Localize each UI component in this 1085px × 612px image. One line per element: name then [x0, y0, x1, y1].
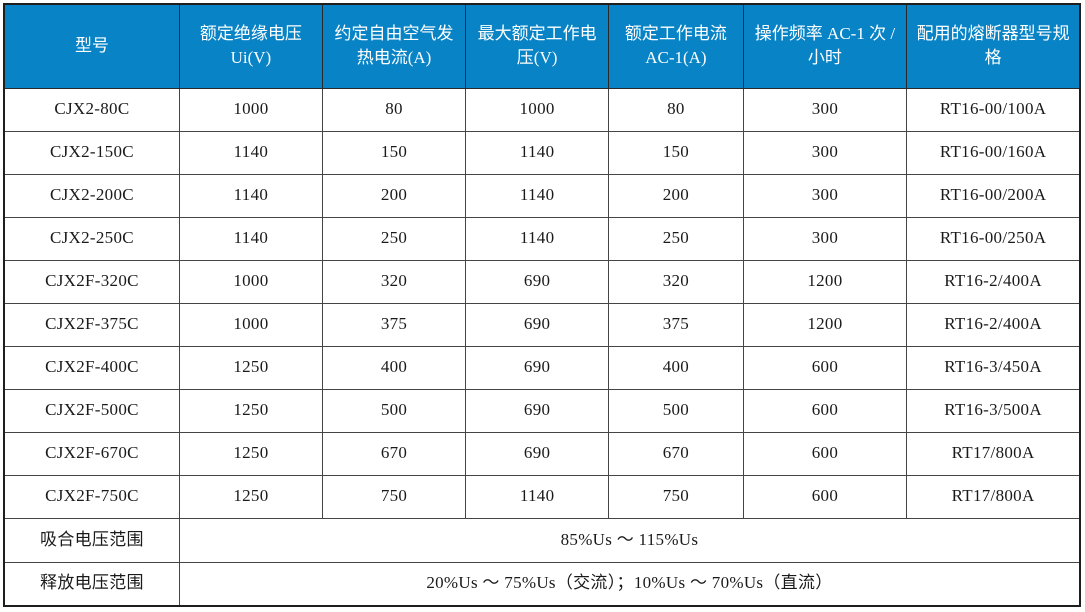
- value-cell: 150: [608, 130, 744, 175]
- value-cell: 500: [321, 388, 467, 433]
- value-cell: 300: [742, 87, 908, 132]
- value-cell: 300: [742, 130, 908, 175]
- value-cell: 1140: [465, 173, 610, 218]
- footer-value: 85%Us ～ 115%Us: [178, 517, 1081, 563]
- column-header: 最大额定工作电压(V): [465, 3, 610, 89]
- model-cell: CJX2-250C: [3, 216, 180, 261]
- model-cell: CJX2-200C: [3, 173, 180, 218]
- value-cell: 670: [608, 431, 744, 476]
- column-header: 额定工作电流 AC-1(A): [608, 3, 744, 89]
- footer-value: 20%Us ～ 75%Us（交流）；10%Us ～ 70%Us（直流）: [178, 561, 1081, 607]
- table-row: CJX2F-670C 1250 670 690 670 600 RT17/800A: [3, 431, 1081, 476]
- value-cell: 250: [321, 216, 467, 261]
- model-cell: CJX2-80C: [3, 87, 180, 132]
- column-header: 约定自由空气发热电流(A): [321, 3, 467, 89]
- table-row: CJX2F-320C 1000 320 690 320 1200 RT16-2/400A: [3, 259, 1081, 304]
- value-cell: 320: [321, 259, 467, 304]
- value-cell: 1000: [465, 87, 610, 132]
- value-cell: 300: [742, 216, 908, 261]
- value-cell: 250: [608, 216, 744, 261]
- value-cell: 400: [608, 345, 744, 390]
- value-cell: RT16-00/200A: [906, 173, 1081, 218]
- footer-row: 吸合电压范围 85%Us ～ 115%Us: [3, 517, 1081, 563]
- table-row: CJX2F-375C 1000 375 690 375 1200 RT16-2/400A: [3, 302, 1081, 347]
- value-cell: RT16-3/450A: [906, 345, 1081, 390]
- value-cell: RT16-3/500A: [906, 388, 1081, 433]
- value-cell: 1250: [178, 474, 323, 519]
- value-cell: 400: [321, 345, 467, 390]
- value-cell: 80: [608, 87, 744, 132]
- value-cell: 690: [465, 259, 610, 304]
- value-cell: 1140: [465, 216, 610, 261]
- value-cell: 690: [465, 431, 610, 476]
- value-cell: 750: [321, 474, 467, 519]
- column-header: 型号: [3, 3, 180, 89]
- value-cell: 750: [608, 474, 744, 519]
- table-row: CJX2-250C 1140 250 1140 250 300 RT16-00/250A: [3, 216, 1081, 261]
- table-header: 型号 额定绝缘电压 Ui(V) 约定自由空气发热电流(A) 最大额定工作电压(V) 额定…: [3, 3, 1081, 89]
- value-cell: 200: [608, 173, 744, 218]
- table-row: CJX2F-500C 1250 500 690 500 600 RT16-3/500A: [3, 388, 1081, 433]
- table-row: CJX2F-750C 1250 750 1140 750 600 RT17/800A: [3, 474, 1081, 519]
- value-cell: 300: [742, 173, 908, 218]
- footer-label: 释放电压范围: [3, 561, 180, 607]
- value-cell: 80: [321, 87, 467, 132]
- value-cell: 1250: [178, 345, 323, 390]
- value-cell: 600: [742, 431, 908, 476]
- value-cell: 1140: [465, 130, 610, 175]
- value-cell: 1140: [178, 216, 323, 261]
- footer-row: 释放电压范围 20%Us ～ 75%Us（交流）；10%Us ～ 70%Us（直流…: [3, 561, 1081, 607]
- value-cell: 375: [321, 302, 467, 347]
- value-cell: 200: [321, 173, 467, 218]
- model-cell: CJX2F-320C: [3, 259, 180, 304]
- table-body: CJX2-80C 1000 80 1000 80 300 RT16-00/100A CJX2-…: [3, 87, 1081, 607]
- value-cell: 150: [321, 130, 467, 175]
- value-cell: 1250: [178, 388, 323, 433]
- value-cell: 1200: [742, 302, 908, 347]
- value-cell: 1200: [742, 259, 908, 304]
- value-cell: 1000: [178, 302, 323, 347]
- model-cell: CJX2F-375C: [3, 302, 180, 347]
- value-cell: RT16-00/250A: [906, 216, 1081, 261]
- model-cell: CJX2F-750C: [3, 474, 180, 519]
- value-cell: RT16-00/100A: [906, 87, 1081, 132]
- value-cell: 600: [742, 345, 908, 390]
- header-row: 型号 额定绝缘电压 Ui(V) 约定自由空气发热电流(A) 最大额定工作电压(V) 额定…: [3, 3, 1081, 89]
- model-cell: CJX2F-500C: [3, 388, 180, 433]
- value-cell: 1140: [178, 130, 323, 175]
- column-header: 配用的熔断器型号规格: [906, 3, 1081, 89]
- value-cell: RT16-00/160A: [906, 130, 1081, 175]
- value-cell: 375: [608, 302, 744, 347]
- table-row: CJX2F-400C 1250 400 690 400 600 RT16-3/450A: [3, 345, 1081, 390]
- table-row: CJX2-200C 1140 200 1140 200 300 RT16-00/200A: [3, 173, 1081, 218]
- value-cell: 1000: [178, 87, 323, 132]
- model-cell: CJX2-150C: [3, 130, 180, 175]
- value-cell: 690: [465, 388, 610, 433]
- column-header: 操作频率 AC-1 次 / 小时: [742, 3, 908, 89]
- table-row: CJX2-80C 1000 80 1000 80 300 RT16-00/100A: [3, 87, 1081, 132]
- model-cell: CJX2F-670C: [3, 431, 180, 476]
- value-cell: 1140: [465, 474, 610, 519]
- value-cell: RT17/800A: [906, 474, 1081, 519]
- model-cell: CJX2F-400C: [3, 345, 180, 390]
- value-cell: RT17/800A: [906, 431, 1081, 476]
- value-cell: 500: [608, 388, 744, 433]
- value-cell: 690: [465, 302, 610, 347]
- value-cell: RT16-2/400A: [906, 259, 1081, 304]
- value-cell: 600: [742, 388, 908, 433]
- value-cell: 1000: [178, 259, 323, 304]
- value-cell: 690: [465, 345, 610, 390]
- value-cell: 320: [608, 259, 744, 304]
- value-cell: 600: [742, 474, 908, 519]
- value-cell: RT16-2/400A: [906, 302, 1081, 347]
- value-cell: 1250: [178, 431, 323, 476]
- value-cell: 1140: [178, 173, 323, 218]
- contactor-spec-table: 型号 额定绝缘电压 Ui(V) 约定自由空气发热电流(A) 最大额定工作电压(V) 额定…: [3, 3, 1081, 607]
- value-cell: 670: [321, 431, 467, 476]
- table-row: CJX2-150C 1140 150 1140 150 300 RT16-00/160A: [3, 130, 1081, 175]
- column-header: 额定绝缘电压 Ui(V): [178, 3, 323, 89]
- footer-label: 吸合电压范围: [3, 517, 180, 563]
